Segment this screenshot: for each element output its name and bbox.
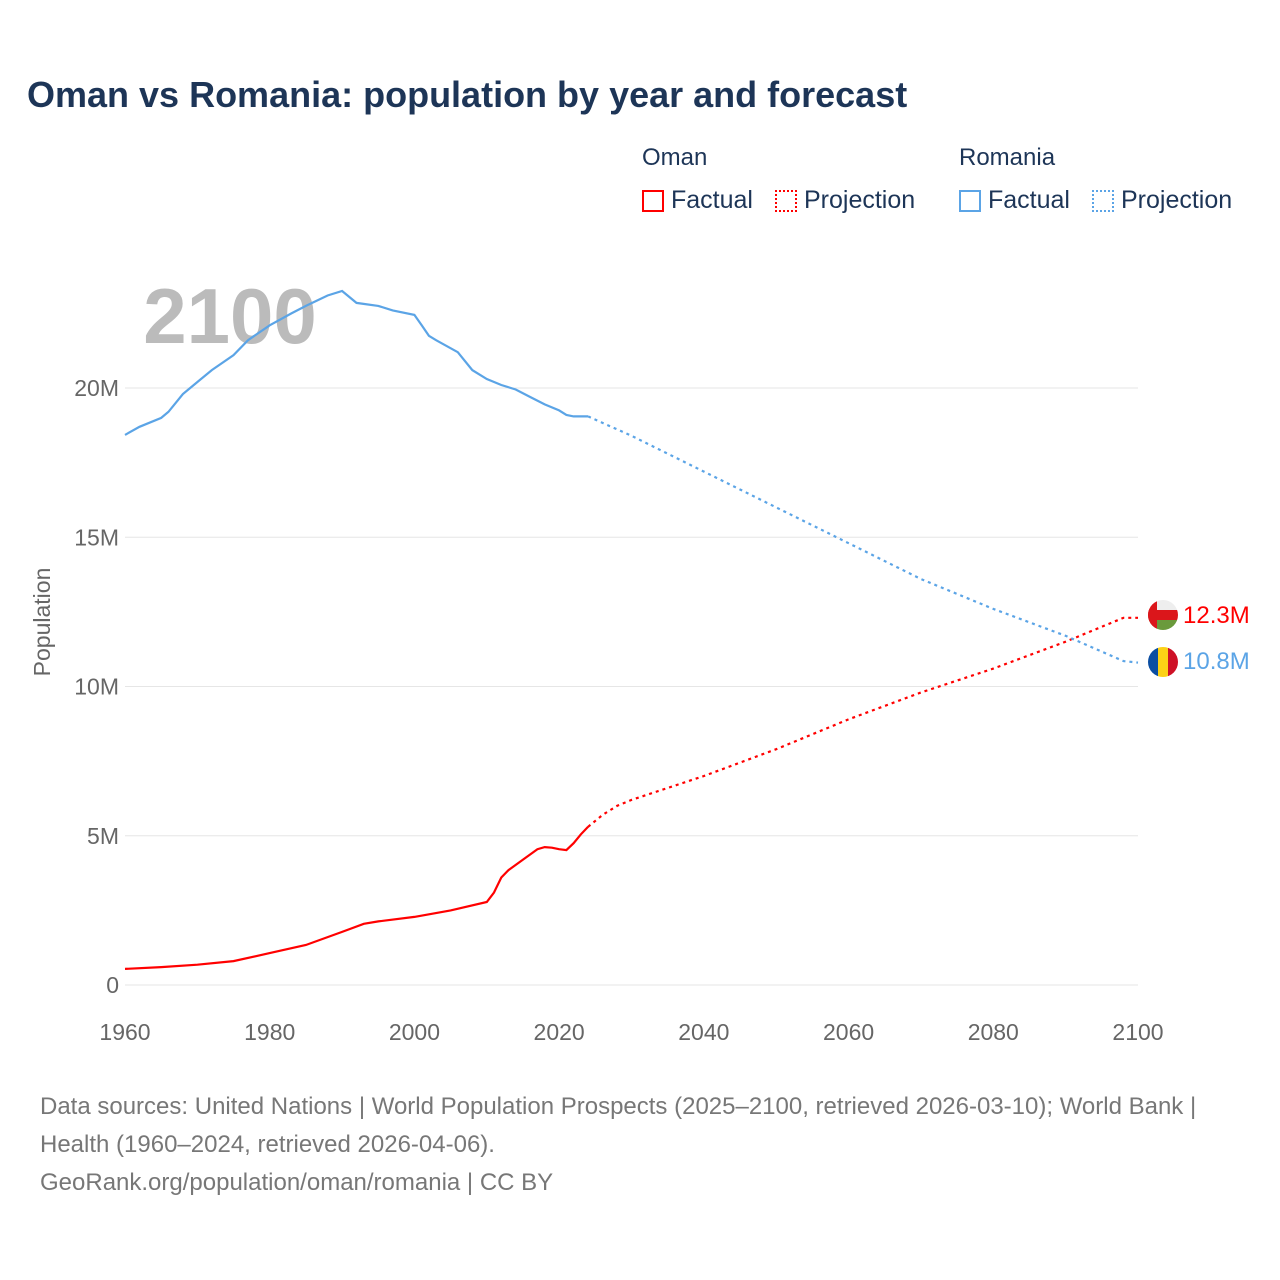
current-year-label: 2100 bbox=[143, 272, 317, 360]
legend-label: Projection bbox=[1121, 186, 1233, 214]
legend-swatch bbox=[642, 189, 664, 212]
credit-link[interactable]: GeoRank.org/population/oman/romania | CC… bbox=[40, 1169, 554, 1196]
y-tick-label: 5M bbox=[87, 823, 119, 849]
y-tick-label: 10M bbox=[74, 674, 119, 700]
legend-label: Factual bbox=[988, 186, 1070, 214]
y-tick-label: 20M bbox=[74, 375, 119, 401]
x-tick-label: 1980 bbox=[244, 1019, 295, 1045]
oman-projection-line bbox=[587, 616, 1138, 828]
legend-label: Factual bbox=[671, 186, 753, 214]
x-tick-label: 2000 bbox=[389, 1019, 440, 1045]
oman-flag-icon bbox=[1148, 600, 1178, 630]
legend-romania-projection[interactable]: Projection bbox=[1092, 186, 1232, 215]
legend-oman-factual[interactable]: Factual bbox=[642, 186, 753, 215]
legend-swatch bbox=[959, 189, 981, 212]
legend-group-oman: Oman bbox=[642, 144, 708, 171]
romania-factual-line bbox=[124, 289, 589, 436]
x-tick-label: 2060 bbox=[823, 1019, 874, 1045]
data-sources: Data sources: United Nations | World Pop… bbox=[40, 1093, 1197, 1158]
x-tick-label: 2100 bbox=[1112, 1019, 1163, 1045]
romania-projection-line bbox=[587, 415, 1139, 664]
legend-romania-factual[interactable]: Factual bbox=[959, 186, 1070, 215]
legend-swatch bbox=[1092, 189, 1114, 212]
legend-label: Projection bbox=[804, 186, 916, 214]
oman-end-label: 12.3M bbox=[1183, 602, 1250, 629]
legend-swatch bbox=[775, 189, 797, 212]
x-tick-label: 2080 bbox=[968, 1019, 1019, 1045]
oman-factual-line bbox=[124, 826, 589, 970]
romania-flag-icon bbox=[1148, 647, 1178, 677]
chart-title: Oman vs Romania: population by year and … bbox=[27, 74, 908, 115]
x-tick-label: 2040 bbox=[678, 1019, 729, 1045]
romania-end-label: 10.8M bbox=[1183, 648, 1250, 675]
legend-oman-projection[interactable]: Projection bbox=[775, 186, 915, 215]
y-tick-label: 15M bbox=[74, 524, 119, 550]
footer: Data sources: United Nations | World Pop… bbox=[40, 1088, 1240, 1202]
y-tick-label: 0 bbox=[106, 972, 119, 998]
x-tick-label: 1960 bbox=[99, 1019, 150, 1045]
legend-group-romania: Romania bbox=[959, 144, 1056, 171]
y-axis-label: Population bbox=[29, 568, 55, 677]
x-tick-label: 2020 bbox=[534, 1019, 585, 1045]
